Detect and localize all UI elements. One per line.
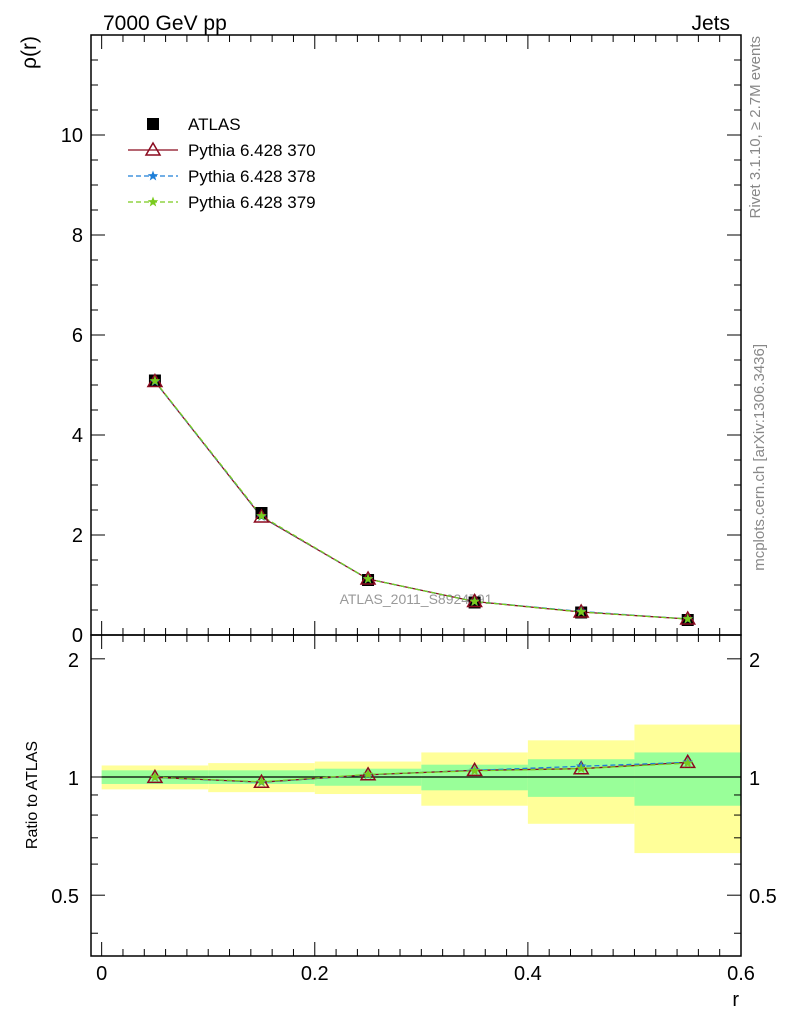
legend-label-pythia-6-428-379: Pythia 6.428 379 bbox=[188, 193, 316, 212]
mcplots-label: mcplots.cern.ch [arXiv:1306.3436] bbox=[751, 344, 768, 571]
ratio-y-axis-label: Ratio to ATLAS bbox=[24, 741, 41, 849]
point-pythia-6-428-379 bbox=[149, 375, 161, 386]
legend-marker-atlas bbox=[147, 118, 159, 130]
ratio-line-pythia-6-428-379 bbox=[154, 762, 688, 783]
series-line-pythia-6-428-378 bbox=[154, 381, 688, 620]
y-tick-label: 2 bbox=[72, 525, 83, 547]
ratio-point-pythia-6-428-379 bbox=[682, 757, 693, 768]
y-tick-label: 0 bbox=[72, 625, 83, 647]
x-tick-label: 0 bbox=[96, 963, 107, 985]
watermark: ATLAS_2011_S8924791 bbox=[340, 591, 493, 607]
x-tick-label: 0.2 bbox=[301, 963, 329, 985]
ratio-point-pythia-6-428-379 bbox=[469, 765, 480, 776]
ratio-point-pythia-6-428-379 bbox=[575, 763, 587, 774]
legend-marker-pythia-6-428-378 bbox=[147, 170, 159, 181]
header-right: Jets bbox=[691, 12, 730, 35]
x-tick-label: 0.6 bbox=[727, 963, 755, 985]
ratio-point-pythia-6-428-379 bbox=[362, 768, 374, 779]
legend-marker-pythia-6-428-379 bbox=[147, 196, 159, 207]
legend-label-pythia-6-428-378: Pythia 6.428 378 bbox=[188, 167, 316, 186]
ratio-panel: 0.5 0.5 1 1 2 2 0 0.2 0.4 0.6 r Ratio to ATLAS bbox=[24, 634, 777, 1011]
ratio-y-tick-label-left: 2 bbox=[68, 650, 79, 672]
ratio-y-tick-label-left: 0.5 bbox=[51, 886, 79, 908]
y-tick-label: 10 bbox=[61, 125, 83, 147]
ratio-point-pythia-6-428-379 bbox=[149, 771, 161, 782]
y-axis-label: ρ(r) bbox=[18, 36, 41, 69]
ratio-frame bbox=[90, 634, 742, 957]
header-left: 7000 GeV pp bbox=[103, 12, 227, 35]
series-line-pythia-6-428-379 bbox=[154, 380, 688, 620]
y-tick-label: 4 bbox=[72, 425, 83, 447]
point-pythia-6-428-379 bbox=[682, 613, 693, 624]
point-pythia-6-428-379 bbox=[362, 573, 374, 584]
point-pythia-6-428-379 bbox=[575, 606, 587, 617]
legend-label-pythia-6-428-370: Pythia 6.428 370 bbox=[188, 141, 316, 160]
point-pythia-6-428-379 bbox=[469, 596, 480, 606]
x-tick-label: 0.4 bbox=[514, 963, 542, 985]
main-panel: 0 2 4 6 8 10 ρ(r) ATLAS_2011_S8924791 ATLAS Pythi… bbox=[18, 34, 742, 647]
rivet-label: Rivet 3.1.10, ≥ 2.7M events bbox=[747, 36, 764, 219]
x-axis-label: r bbox=[732, 989, 739, 1011]
y-tick-label: 8 bbox=[72, 225, 83, 247]
series-line-pythia-6-428-370 bbox=[154, 381, 688, 620]
ratio-y-tick-label-right: 2 bbox=[749, 650, 760, 672]
ratio-y-tick-label-right: 0.5 bbox=[749, 886, 777, 908]
legend-marker-pythia-6-428-370 bbox=[144, 141, 162, 156]
ratio-y-tick-label-right: 1 bbox=[749, 768, 760, 790]
legend-label-atlas: ATLAS bbox=[188, 115, 241, 134]
ratio-point-pythia-6-428-379 bbox=[256, 776, 267, 787]
point-pythia-6-428-379 bbox=[256, 510, 267, 521]
ratio-y-tick-label-left: 1 bbox=[68, 768, 79, 790]
y-tick-label: 6 bbox=[72, 325, 83, 347]
